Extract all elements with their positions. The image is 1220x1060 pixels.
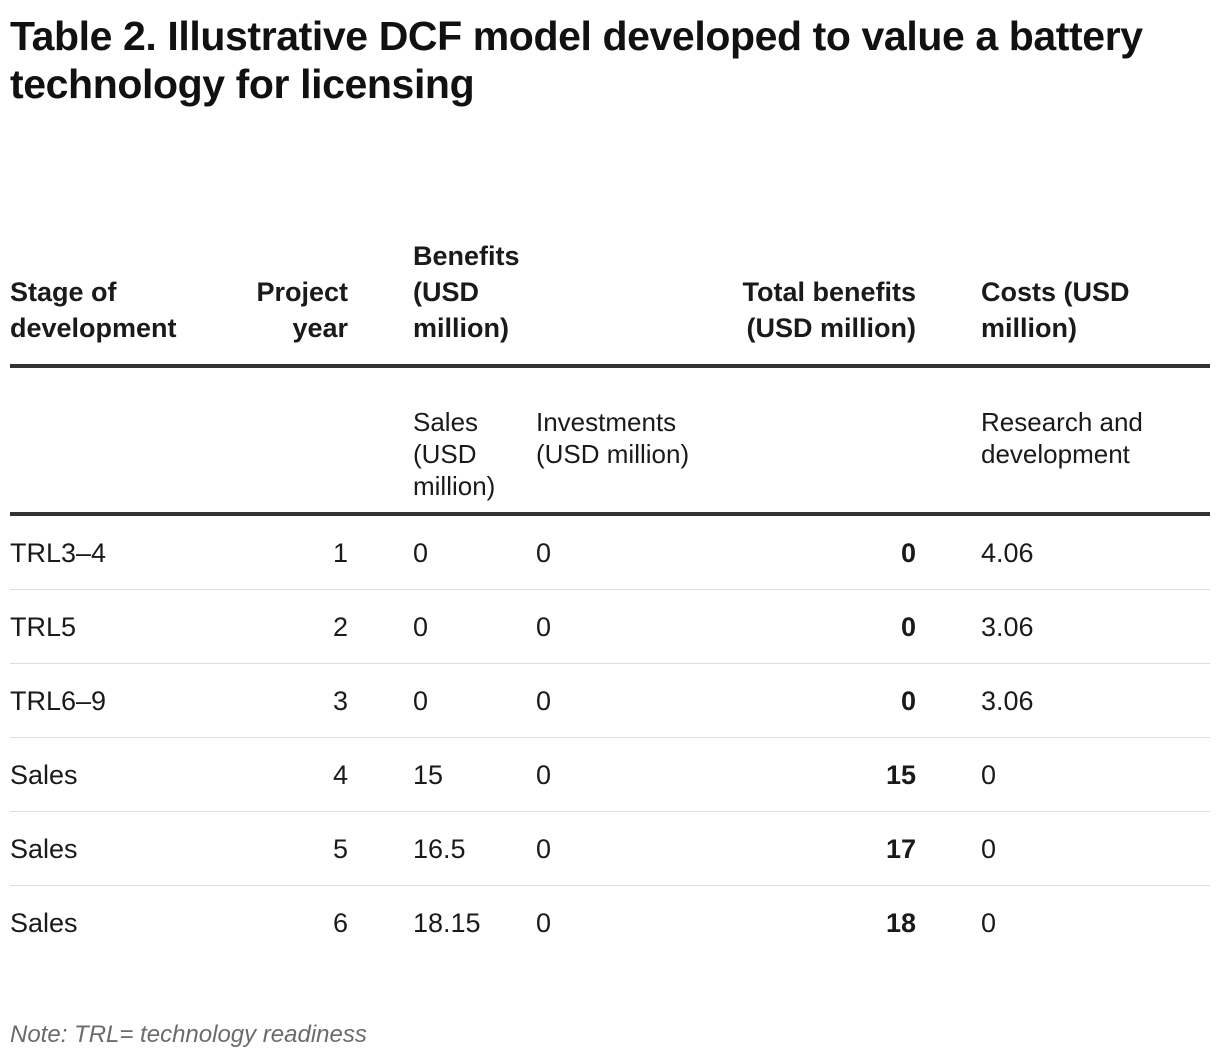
cell-rd: 3.06: [926, 589, 1210, 664]
table-title: Table 2. Illustrative DCF model develope…: [10, 13, 1143, 107]
cell-sales: 18.15: [413, 907, 481, 938]
cell-sales: 16.5: [358, 811, 536, 886]
table-row: Sales 6 18.15 0 18 0: [10, 886, 1210, 960]
cell-total: 15: [711, 737, 926, 812]
cell-rd: 0: [926, 737, 1210, 812]
cell-stage: Sales: [10, 811, 215, 886]
cell-total: 0: [711, 589, 926, 664]
cell-year: 2: [215, 589, 358, 664]
table-row: TRL3–4 1 0 0 0 4.06: [10, 514, 1210, 590]
subheader-row: Sales (USD million) Investments (USD mil…: [10, 366, 1210, 516]
subheader-research: Research and development: [926, 366, 1210, 516]
cell-total: 18: [885, 907, 916, 938]
cell-sales: 15: [358, 737, 536, 812]
cell-investments: 0: [536, 907, 552, 938]
cell-stage: TRL5: [10, 589, 215, 664]
header-investments-blank: [536, 196, 711, 368]
cell-year: 3: [215, 663, 358, 738]
header-costs: Costs (USD million): [926, 196, 1210, 368]
header-total-benefits: Total benefits (USD million): [711, 196, 926, 368]
cell-rd: 4.06: [926, 514, 1210, 590]
table-note: Note: TRL= technology readiness: [10, 1021, 367, 1048]
subheader-total-benefits: [711, 366, 926, 516]
cell-year: 5: [215, 811, 358, 886]
table-row: TRL5 2 0 0 0 3.06: [10, 589, 1210, 664]
cell-stage: TRL6–9: [10, 663, 215, 738]
cell-rd: 3.06: [926, 663, 1210, 738]
cell-year: 4: [215, 737, 358, 812]
cell-total: 0: [711, 514, 926, 590]
table-row: Sales 4 15 0 15 0: [10, 737, 1210, 812]
cell-sales: 0: [358, 663, 536, 738]
cell-investments: 0: [536, 811, 711, 886]
subheader-project-year: [215, 366, 358, 516]
cell-stage: TRL3–4: [10, 514, 215, 590]
subheader-stage: [10, 366, 215, 516]
cell-rd: 0: [926, 811, 1210, 886]
subheader-research-label: Research and development: [981, 407, 1143, 469]
cell-year: 6: [332, 907, 348, 938]
subheader-investments-label: Investments (USD million): [536, 407, 690, 469]
cell-sales: 0: [358, 589, 536, 664]
header-row: Stage of development Project year Benefi…: [10, 196, 1210, 368]
subheader-sales: Sales (USD million): [358, 366, 536, 516]
table-row: Sales 5 16.5 0 17 0: [10, 811, 1210, 886]
cell-stage: Sales: [10, 907, 78, 938]
cell-total: 17: [711, 811, 926, 886]
header-benefits: Benefits (USD million): [358, 196, 536, 368]
dcf-table: Stage of development Project year Benefi…: [10, 196, 1210, 959]
header-project-year: Project year: [215, 196, 358, 368]
cell-stage: Sales: [10, 737, 215, 812]
cell-investments: 0: [536, 589, 711, 664]
cell-year: 1: [215, 514, 358, 590]
cell-sales: 0: [358, 514, 536, 590]
cell-investments: 0: [536, 737, 711, 812]
cell-investments: 0: [536, 663, 711, 738]
subheader-investments: Investments (USD million): [536, 366, 711, 516]
table-row: TRL6–9 3 0 0 0 3.06: [10, 663, 1210, 738]
cell-rd: 0: [981, 907, 997, 938]
cell-investments: 0: [536, 514, 711, 590]
cell-total: 0: [711, 663, 926, 738]
subheader-sales-label: Sales (USD million): [413, 407, 496, 501]
header-stage: Stage of development: [10, 196, 215, 368]
